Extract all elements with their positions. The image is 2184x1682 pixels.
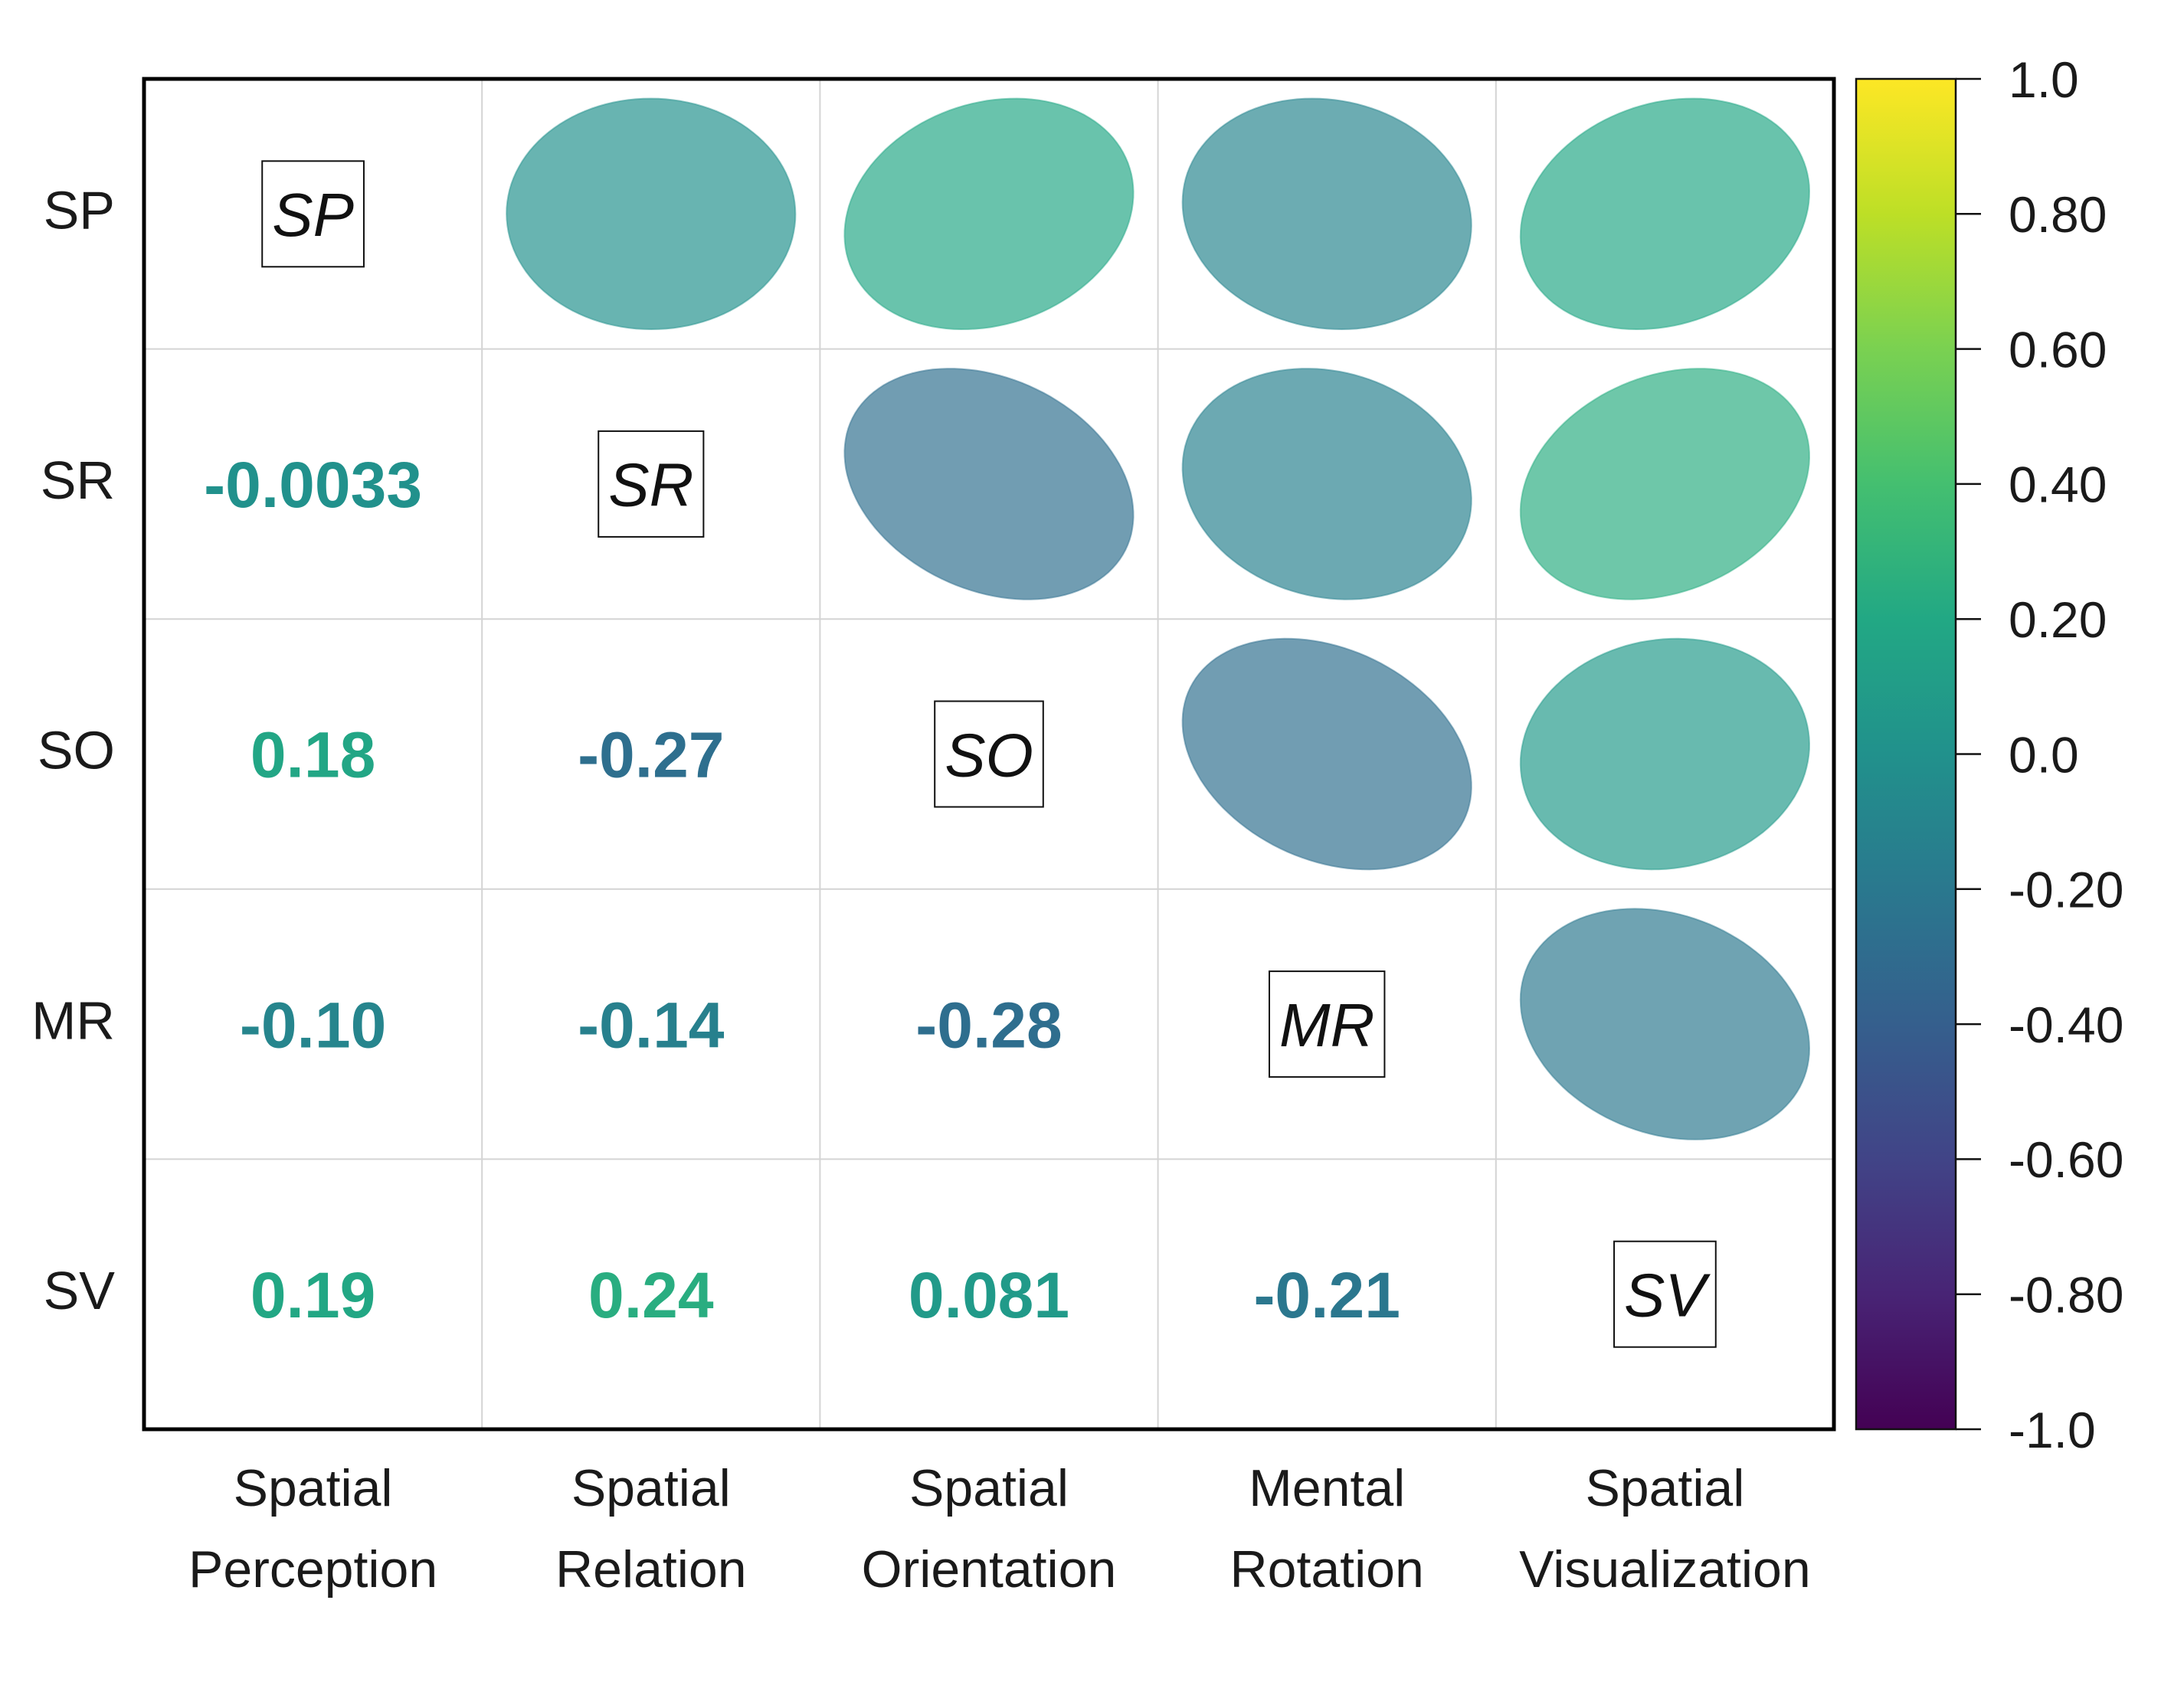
colorbar-tick-label: 0.60 xyxy=(2009,321,2107,378)
diagonal-label: SV xyxy=(1624,1262,1711,1330)
diagonal-label: MR xyxy=(1279,991,1374,1059)
diagonal-label: SO xyxy=(945,721,1033,789)
y-tick-label: MR xyxy=(31,990,115,1050)
correlation-value: -0.27 xyxy=(578,719,724,791)
correlation-ellipse xyxy=(843,97,1135,331)
correlation-value: 0.081 xyxy=(909,1259,1069,1331)
colorbar-tick-label: 0.0 xyxy=(2009,726,2079,783)
correlation-value: -0.28 xyxy=(915,989,1062,1061)
correlation-ellipse xyxy=(1519,908,1811,1140)
x-tick-label: Spatial Relation xyxy=(555,1459,747,1599)
diagonal-label: SR xyxy=(608,451,693,519)
y-tick-label: SV xyxy=(44,1261,116,1320)
colorbar xyxy=(1855,77,1957,1431)
colorbar-tick-label: -0.60 xyxy=(2009,1131,2123,1188)
correlation-ellipse xyxy=(1519,637,1811,871)
correlation-value: -0.21 xyxy=(1253,1259,1400,1331)
x-tick-label-line: Spatial xyxy=(234,1459,393,1517)
plot-frame xyxy=(142,77,1836,1432)
x-tick-label-line: Visualization xyxy=(1519,1540,1811,1599)
correlation-ellipse xyxy=(1519,368,1811,600)
diagonal-label: SP xyxy=(272,181,354,249)
x-tick-label: Mental Rotation xyxy=(1230,1459,1424,1599)
correlation-ellipse xyxy=(1181,368,1472,600)
x-tick-label-line: Mental xyxy=(1249,1459,1405,1517)
x-tick-label-line: Orientation xyxy=(862,1540,1117,1599)
correlation-value: -0.10 xyxy=(240,989,386,1061)
x-tick-label-line: Rotation xyxy=(1230,1540,1424,1599)
colorbar-tick-label: -0.20 xyxy=(2009,862,2123,918)
correlation-ellipse xyxy=(843,368,1135,600)
x-tick-label: Spatial Visualization xyxy=(1519,1459,1811,1599)
x-tick-label: Spatial Perception xyxy=(188,1459,437,1599)
diagonal-label-box xyxy=(1268,970,1386,1078)
colorbar-tick-label: -0.40 xyxy=(2009,996,2123,1053)
grid xyxy=(144,79,1834,1429)
colorbar-tick-label: 0.20 xyxy=(2009,591,2107,648)
correlation-ellipse xyxy=(1181,97,1472,331)
diagonal-label-box xyxy=(1613,1240,1717,1348)
colorbar-tick-label: -0.80 xyxy=(2009,1266,2123,1323)
correlation-value: 0.18 xyxy=(250,719,376,791)
diagonal-label-box xyxy=(261,160,365,268)
correlation-value: 0.19 xyxy=(250,1259,376,1331)
colorbar-tick-label: 0.40 xyxy=(2009,456,2107,513)
correlation-ellipse xyxy=(1181,637,1472,871)
y-tick-label: SR xyxy=(41,450,115,510)
diagonal-label-box xyxy=(598,430,705,538)
correlation-value: 0.24 xyxy=(588,1259,714,1331)
y-tick-label: SP xyxy=(44,181,115,241)
x-tick-label-line: Spatial xyxy=(571,1459,731,1517)
colorbar-tick-label: 1.0 xyxy=(2009,51,2079,108)
x-tick-label: Spatial Orientation xyxy=(862,1459,1117,1599)
correlation-ellipse xyxy=(506,97,797,331)
diagonal-label-box xyxy=(934,700,1044,808)
x-tick-label-line: Spatial xyxy=(1585,1459,1744,1517)
colorbar-tick-label: -1.0 xyxy=(2009,1402,2096,1458)
x-tick-label-line: Perception xyxy=(188,1540,437,1599)
correlation-value: -0.14 xyxy=(578,989,725,1061)
correlation-value: -0.0033 xyxy=(204,449,422,521)
x-tick-label-line: Spatial xyxy=(909,1459,1069,1517)
colorbar-tick-label: 0.80 xyxy=(2009,186,2107,243)
x-tick-label-line: Relation xyxy=(555,1540,747,1599)
correlation-ellipse xyxy=(1519,97,1811,331)
y-tick-label: SO xyxy=(38,721,115,780)
